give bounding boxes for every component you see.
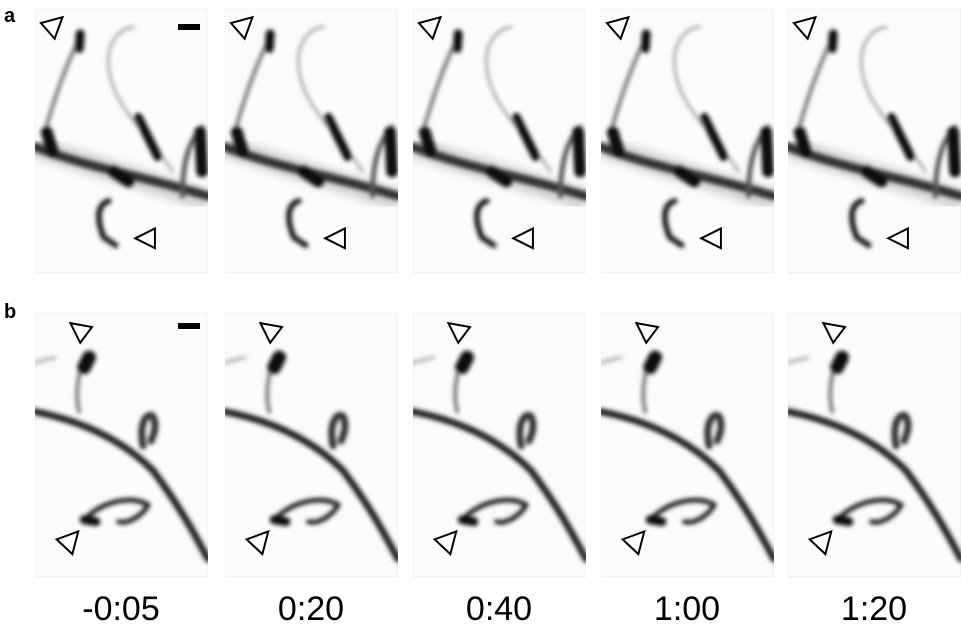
time-label: 0:40 (466, 590, 532, 628)
scale-bar (178, 24, 200, 30)
panel-label: a (4, 5, 16, 27)
image-panel (601, 313, 774, 576)
time-label: 1:00 (654, 590, 720, 628)
time-label: 0:20 (278, 590, 344, 628)
image-panel (788, 313, 961, 576)
image-panel (225, 313, 398, 576)
image-panel (788, 9, 961, 272)
time-label: 1:20 (841, 590, 907, 628)
image-panel (601, 9, 774, 272)
image-panel (413, 9, 586, 272)
image-panel (413, 313, 586, 576)
image-panel (35, 9, 208, 272)
figure: a b -0:05 0:20 0:40 1:00 1:20 (0, 0, 961, 629)
image-panel (35, 313, 208, 576)
scale-bar (178, 323, 200, 329)
time-label: -0:05 (82, 590, 160, 628)
image-panel (225, 9, 398, 272)
panel-label: b (4, 301, 16, 323)
